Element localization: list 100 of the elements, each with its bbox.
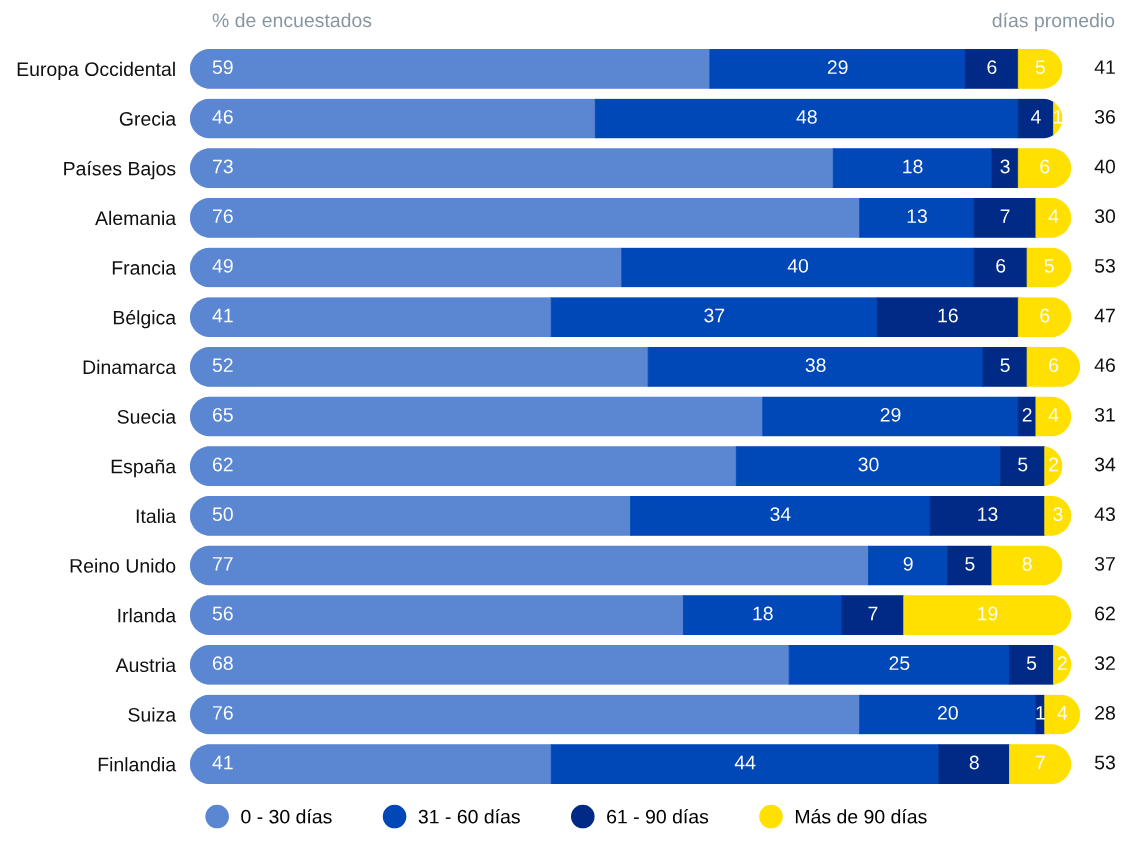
text: 43 [1094, 507, 1115, 522]
bar [190, 396, 764, 437]
data-label: 34 [770, 507, 791, 522]
text: 28 [1095, 705, 1115, 720]
data-label: 65 [212, 407, 233, 422]
data-label: 40 [787, 258, 809, 273]
text: 34 [1094, 457, 1116, 472]
text: 30 [1094, 209, 1116, 224]
bar [965, 48, 1019, 89]
legend-label: Más de 90 días [795, 809, 927, 824]
y-tick-label: España [111, 459, 177, 478]
data-label: 8 [1022, 556, 1032, 571]
y-tick-label: Irlanda [118, 608, 177, 623]
data-label: 5 [965, 557, 975, 571]
data-label: 5 [1035, 60, 1045, 75]
data-label: 4 [1057, 706, 1068, 720]
bar [832, 148, 993, 189]
data-label: 68 [212, 656, 233, 671]
data-label: 16 [938, 308, 958, 323]
data-label: 37 [704, 308, 725, 323]
text: 32 [1094, 656, 1115, 671]
bar [868, 545, 949, 586]
data-label: 41 [212, 755, 233, 770]
data-label: 5 [1000, 358, 1010, 373]
bar [973, 197, 1037, 238]
data-label: 29 [827, 60, 848, 75]
data-label: 29 [880, 407, 901, 422]
data-label: 13 [978, 507, 998, 522]
bar [190, 197, 861, 238]
data-label: 6 [996, 258, 1006, 273]
data-label: 18 [753, 606, 773, 621]
y-tick-label: Reino Unido [70, 558, 176, 573]
bar [841, 595, 905, 636]
bar [190, 297, 552, 338]
bar [876, 297, 1019, 338]
data-label: 2 [1049, 457, 1058, 472]
data-label: 3 [1000, 159, 1010, 174]
bar [903, 595, 1072, 636]
text: 36 [1094, 109, 1115, 124]
y-tick-label: Alemania [95, 210, 177, 226]
data-label: 7 [868, 606, 878, 621]
data-label: 41 [212, 308, 233, 323]
data-label: 48 [796, 109, 817, 124]
data-label: 6 [987, 60, 997, 75]
y-tick-label: Países Bajos [64, 161, 176, 180]
bar [947, 545, 993, 586]
bar [859, 197, 975, 238]
data-label: 25 [889, 656, 910, 671]
bar [550, 744, 940, 785]
y-tick-label: Finlandia [98, 757, 177, 772]
bar [735, 446, 1002, 487]
data-label: 44 [734, 755, 756, 770]
text: días promedio [992, 12, 1115, 32]
bar [938, 744, 1010, 785]
bar [594, 98, 1019, 139]
text: 53 [1094, 258, 1115, 273]
legend-label: 31 - 60 días [418, 809, 520, 824]
data-label: 5 [1044, 259, 1054, 273]
data-label: 30 [858, 457, 879, 472]
y-tick-label: Grecia [119, 111, 177, 126]
text: 40 [1094, 159, 1116, 174]
y-tick-label: Dinamarca [83, 359, 177, 375]
data-label: 3 [1053, 507, 1063, 522]
data-label: 19 [978, 606, 998, 621]
bar [859, 694, 1037, 735]
bar [1000, 446, 1046, 487]
data-label: 5 [1018, 457, 1028, 472]
text: 31 [1094, 407, 1115, 422]
data-label: 38 [805, 358, 826, 373]
bar [190, 495, 632, 536]
text: 41 [1094, 60, 1115, 74]
data-label: 18 [903, 159, 923, 174]
bar [630, 495, 931, 536]
legend-label: 0 - 30 días [241, 809, 332, 824]
bar [762, 396, 1019, 437]
bar [550, 297, 878, 338]
data-label: 7 [1000, 209, 1010, 223]
bar [991, 545, 1063, 586]
data-label: 52 [212, 358, 233, 373]
data-label: 46 [212, 109, 233, 124]
text: 47 [1094, 308, 1115, 323]
data-label: 6 [1040, 159, 1050, 174]
bar [190, 346, 649, 387]
data-label: 56 [212, 606, 233, 621]
bar [190, 148, 834, 189]
y-tick-label: Austria [115, 657, 177, 673]
data-label: 2 [1057, 656, 1067, 670]
y-tick-label: Suecia [117, 409, 177, 424]
bar [788, 644, 1010, 685]
data-label: 62 [212, 457, 233, 472]
data-label: 6 [1049, 358, 1059, 373]
data-label: 77 [213, 557, 233, 571]
text: 62 [1095, 606, 1115, 621]
bar [621, 247, 975, 288]
bar [1009, 644, 1054, 685]
bar [683, 595, 843, 636]
data-label: 6 [1040, 308, 1050, 323]
data-label: 4 [1048, 408, 1059, 422]
data-label: 73 [213, 159, 233, 174]
data-label: 1 [1054, 110, 1063, 124]
